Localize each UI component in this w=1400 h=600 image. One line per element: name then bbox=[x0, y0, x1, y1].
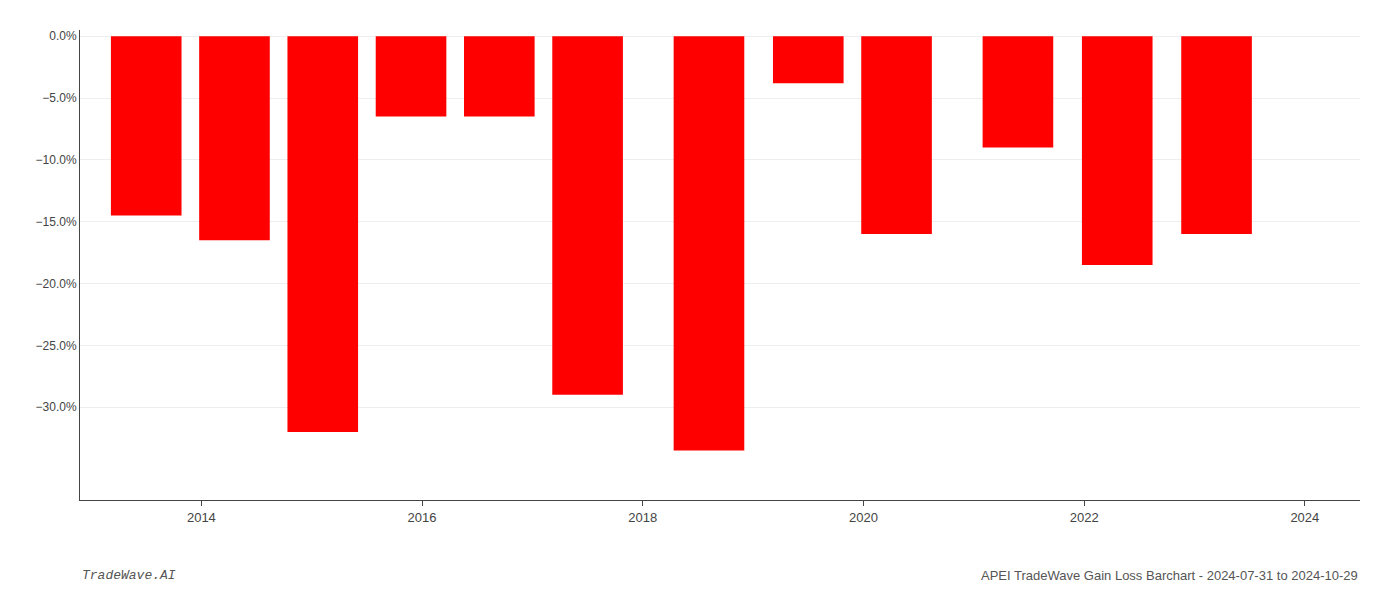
svg-text:2018: 2018 bbox=[628, 510, 657, 525]
svg-text:−30.0%: −30.0% bbox=[36, 400, 77, 414]
svg-text:−5.0%: −5.0% bbox=[42, 91, 77, 105]
svg-text:−15.0%: −15.0% bbox=[36, 215, 77, 229]
svg-text:TradeWave.AI: TradeWave.AI bbox=[82, 568, 176, 583]
svg-text:2016: 2016 bbox=[408, 510, 437, 525]
svg-text:2020: 2020 bbox=[849, 510, 878, 525]
svg-text:2014: 2014 bbox=[187, 510, 216, 525]
svg-text:−10.0%: −10.0% bbox=[36, 153, 77, 167]
svg-text:−20.0%: −20.0% bbox=[36, 277, 77, 291]
svg-text:2022: 2022 bbox=[1070, 510, 1099, 525]
svg-text:−25.0%: −25.0% bbox=[36, 339, 77, 353]
svg-text:2024: 2024 bbox=[1290, 510, 1319, 525]
svg-text:APEI TradeWave Gain Loss Barch: APEI TradeWave Gain Loss Barchart - 2024… bbox=[981, 568, 1358, 583]
svg-text:0.0%: 0.0% bbox=[49, 29, 77, 43]
